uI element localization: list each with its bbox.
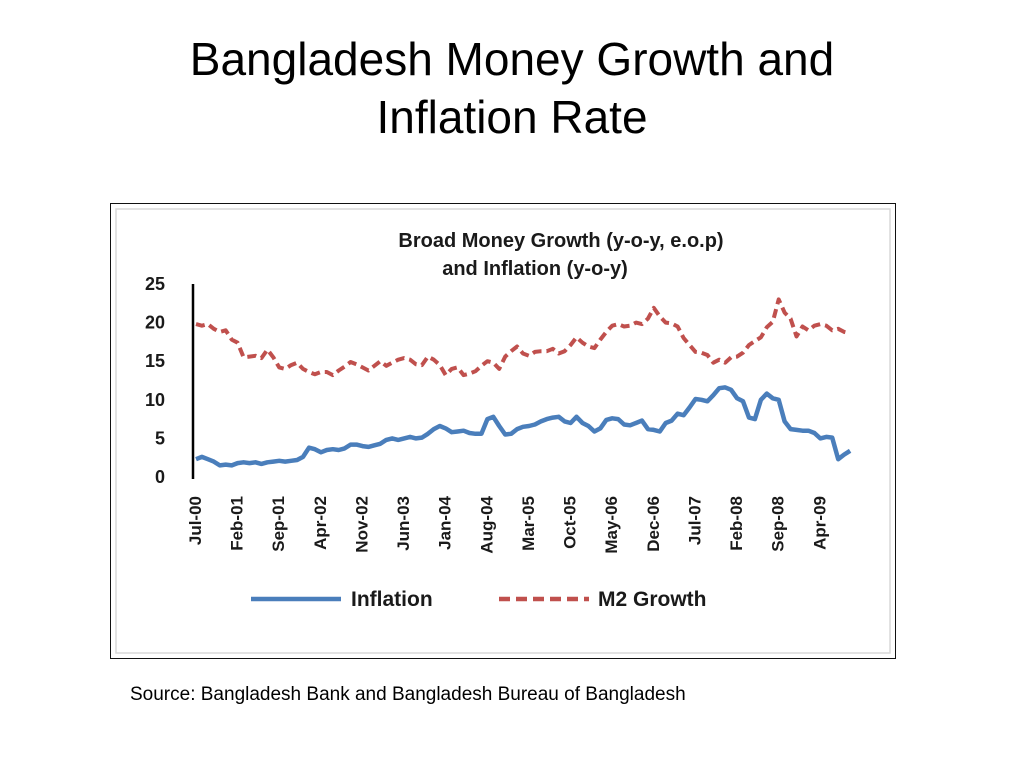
x-tick-label: Oct-05: [561, 496, 580, 549]
x-tick-label: Aug-04: [477, 495, 496, 553]
chart-title-line-1: Broad Money Growth (y-o-y, e.o.p): [398, 230, 723, 252]
x-tick-label: Dec-06: [644, 496, 663, 552]
x-tick-label: Feb-08: [727, 496, 746, 551]
series-line-m2-growth: [195, 297, 851, 378]
chart-title-line-2: and Inflation (y-o-y): [442, 258, 628, 280]
x-axis: Jul-00 Feb-01 Sep-01 Apr-02 Nov-02 Jun-03 Jan-…: [186, 495, 829, 553]
x-tick-label: Nov-02: [353, 496, 372, 553]
x-tick-label: May-06: [602, 496, 621, 554]
y-tick-label: 15: [145, 351, 165, 371]
x-tick-label: Feb-01: [228, 496, 247, 551]
series-group: [195, 297, 852, 468]
y-axis: 0 5 10 15 20 25: [145, 274, 195, 487]
y-tick-label: 25: [145, 274, 165, 294]
x-tick-label: Jul-00: [186, 496, 205, 545]
y-tick-label: 10: [145, 390, 165, 410]
x-tick-label: Jan-04: [436, 495, 455, 549]
y-tick-label: 0: [155, 467, 165, 487]
line-chart: Broad Money Growth (y-o-y, e.o.p) and In…: [115, 208, 891, 654]
y-tick-label: 5: [155, 428, 165, 448]
x-tick-label: Mar-05: [519, 496, 538, 551]
legend-label-m2-growth: M2 Growth: [598, 588, 707, 611]
x-tick-label: Jul-07: [686, 496, 705, 545]
x-tick-label: Apr-02: [311, 496, 330, 550]
source-note: Source: Bangladesh Bank and Bangladesh B…: [130, 684, 686, 705]
x-tick-label: Sep-01: [269, 496, 288, 552]
legend: Inflation M2 Growth: [251, 588, 707, 611]
slide-title-line-1: Bangladesh Money Growth and: [189, 33, 835, 85]
x-tick-label: Sep-08: [769, 496, 788, 552]
slide-title-line-2: Inflation Rate: [376, 91, 648, 143]
chart-frame: Broad Money Growth (y-o-y, e.o.p) and In…: [110, 203, 896, 659]
y-tick-label: 20: [145, 313, 165, 333]
x-tick-label: Jun-03: [394, 496, 413, 551]
legend-label-inflation: Inflation: [351, 588, 433, 611]
series-line-inflation: [195, 385, 852, 468]
x-tick-label: Apr-09: [810, 496, 829, 550]
slide-title: Bangladesh Money Growth and Inflation Ra…: [0, 30, 1024, 146]
